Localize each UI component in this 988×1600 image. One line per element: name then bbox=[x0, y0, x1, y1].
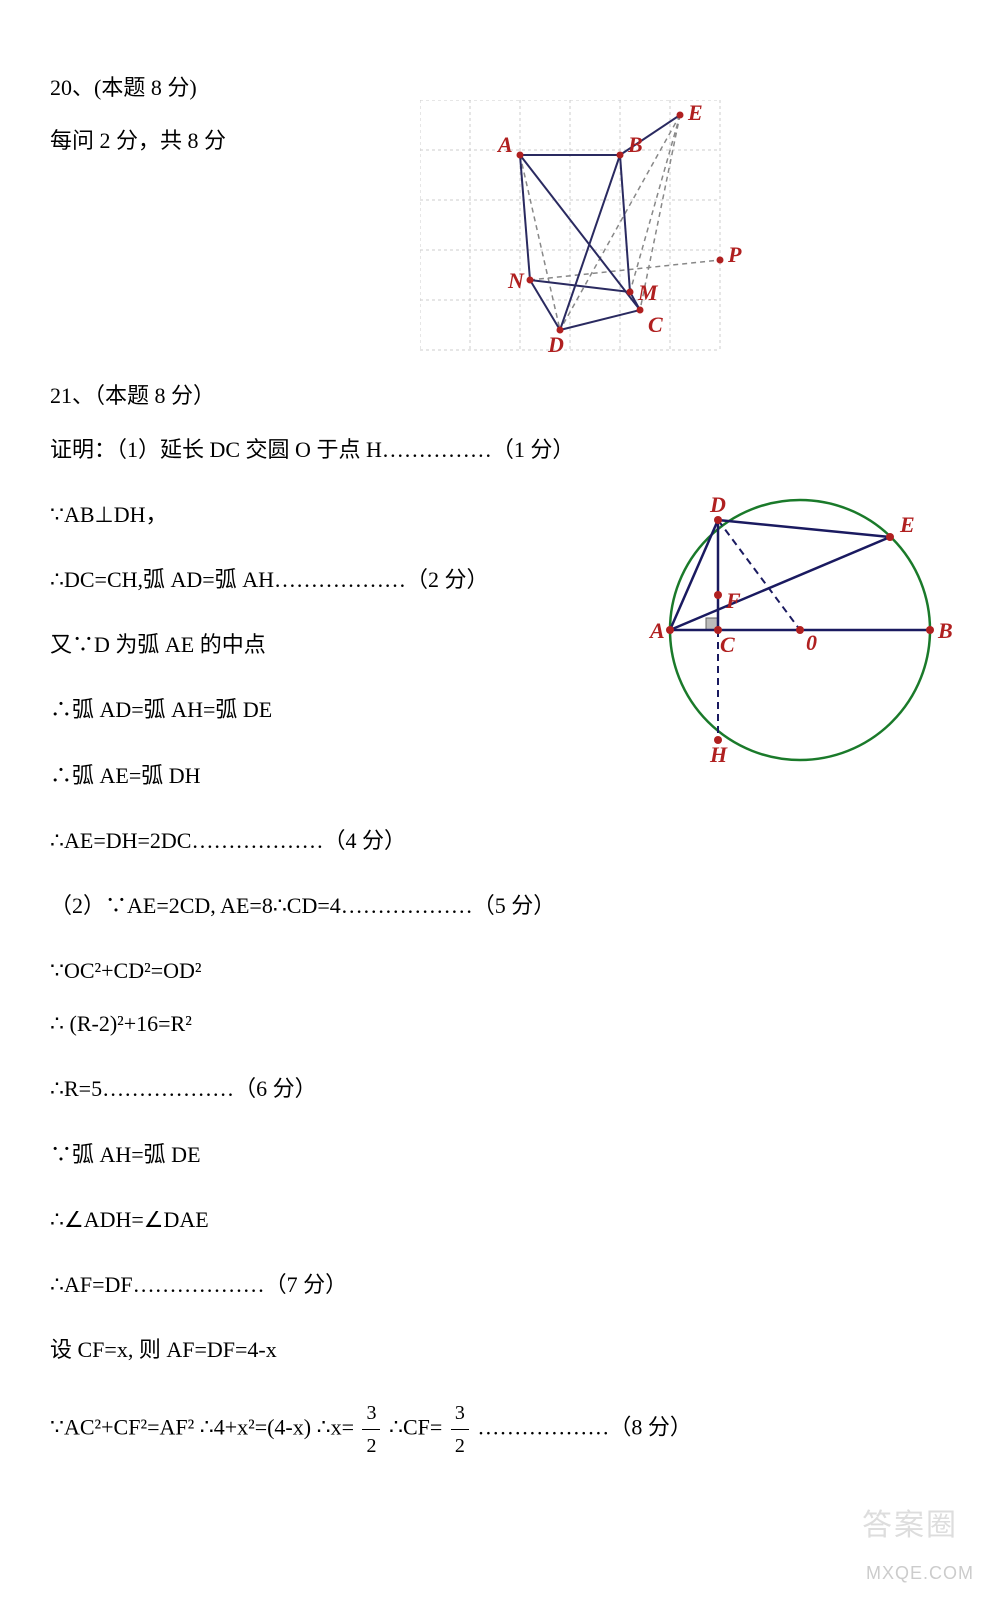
watermark-url: MXQE.COM bbox=[866, 1559, 974, 1588]
svg-text:A: A bbox=[496, 132, 513, 157]
q21-final-prefix: ∵AC²+CF²=AF² ∴4+x²=(4-x) ∴x= bbox=[50, 1415, 354, 1440]
q21-line-9: ∴ (R-2)²+16=R² bbox=[50, 1006, 948, 1041]
figure-q21: A B 0 C D E H F bbox=[570, 490, 950, 770]
svg-text:B: B bbox=[627, 132, 643, 157]
svg-text:B: B bbox=[937, 618, 953, 643]
q21-line-11: ∵弧 AH=弧 DE bbox=[50, 1137, 948, 1172]
q21-line-10: ∴R=5………………（6 分） bbox=[50, 1071, 948, 1106]
watermark-stamp: 答案圈 bbox=[862, 1502, 958, 1550]
svg-text:E: E bbox=[899, 512, 915, 537]
q21-line-6: ∴AE=DH=2DC………………（4 分） bbox=[50, 823, 948, 858]
svg-text:H: H bbox=[709, 742, 728, 767]
q21-line-14: 设 CF=x, 则 AF=DF=4-x bbox=[50, 1332, 948, 1367]
svg-text:0: 0 bbox=[806, 630, 817, 655]
svg-text:F: F bbox=[725, 588, 741, 613]
svg-text:N: N bbox=[507, 268, 525, 293]
q21-final-suffix: ………………（8 分） bbox=[477, 1415, 692, 1440]
svg-text:D: D bbox=[547, 332, 564, 357]
svg-text:A: A bbox=[648, 618, 665, 643]
q21-line-7: （2）∵AE=2CD, AE=8∴CD=4………………（5 分） bbox=[50, 888, 948, 923]
svg-text:E: E bbox=[687, 100, 703, 125]
svg-text:C: C bbox=[720, 632, 735, 657]
svg-text:D: D bbox=[709, 492, 726, 517]
q21-line-13: ∴AF=DF………………（7 分） bbox=[50, 1267, 948, 1302]
svg-text:M: M bbox=[637, 280, 659, 305]
svg-text:P: P bbox=[727, 242, 742, 267]
q21-line-8: ∵OC²+CD²=OD² bbox=[50, 953, 948, 988]
q21-line-0: 证明：（1）延长 DC 交圆 O 于点 H……………（1 分） bbox=[50, 432, 948, 467]
svg-text:C: C bbox=[648, 312, 663, 337]
figure-q20: A B E D CM N P bbox=[420, 100, 760, 380]
q21-final-mid: ∴CF= bbox=[389, 1415, 442, 1440]
fraction-1: 3 2 bbox=[362, 1397, 380, 1462]
q21-line-12: ∴∠ADH=∠DAE bbox=[50, 1202, 948, 1237]
q21-header: 21、（本题 8 分） bbox=[50, 378, 948, 413]
q21-final-line: ∵AC²+CF²=AF² ∴4+x²=(4-x) ∴x= 3 2 ∴CF= 3 … bbox=[50, 1397, 948, 1462]
fraction-2: 3 2 bbox=[451, 1397, 469, 1462]
